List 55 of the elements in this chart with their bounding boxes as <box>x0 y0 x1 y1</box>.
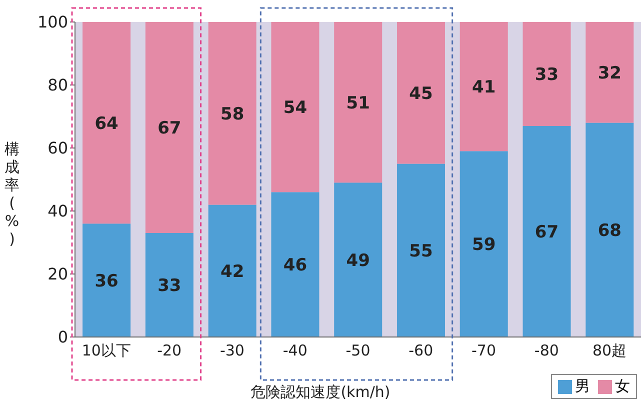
bar <box>522 22 571 126</box>
x-tick-label: 80超 <box>592 342 627 360</box>
data-label: 33 <box>534 65 559 86</box>
data-label: 45 <box>409 84 433 104</box>
bar <box>522 126 571 337</box>
data-label: 58 <box>220 104 244 124</box>
y-tick-label: 0 <box>58 328 68 347</box>
bar <box>586 22 634 123</box>
data-label: 64 <box>94 114 119 134</box>
x-tick-label: -50 <box>346 342 370 360</box>
x-tick-label: -40 <box>282 342 308 360</box>
legend-label: 男 <box>574 377 590 396</box>
bar <box>396 164 445 337</box>
x-tick-label: 10以下 <box>82 342 131 360</box>
legend-label: 女 <box>614 377 630 396</box>
bar <box>82 22 131 224</box>
data-label: 68 <box>598 220 622 241</box>
bar <box>271 192 320 337</box>
data-label: 67 <box>534 222 559 243</box>
y-tick-label: 100 <box>37 12 68 32</box>
bar <box>460 22 508 152</box>
data-label: 33 <box>158 276 182 296</box>
bar <box>208 204 256 337</box>
data-label: 54 <box>283 98 308 118</box>
data-label: 36 <box>94 271 118 292</box>
y-tick-label: 80 <box>48 76 68 95</box>
x-tick-label: -30 <box>220 342 244 360</box>
data-label: 55 <box>409 241 433 262</box>
x-tick-label: -60 <box>408 342 434 360</box>
x-axis-title: 危険認知速度(km/h) <box>250 383 390 401</box>
bar <box>145 233 194 337</box>
x-tick-label: -70 <box>472 342 496 360</box>
data-label: 46 <box>283 256 308 276</box>
y-tick-label: 40 <box>48 202 68 221</box>
x-tick-label: -20 <box>157 342 182 360</box>
x-tick-label: -80 <box>534 342 559 360</box>
y-tick-label: 60 <box>48 138 68 158</box>
y-tick-label: 20 <box>48 264 68 284</box>
data-label: 51 <box>346 93 370 114</box>
data-label: 42 <box>220 262 244 282</box>
data-label: 41 <box>472 78 496 98</box>
bar <box>82 224 131 337</box>
bar <box>396 22 445 164</box>
bar <box>586 122 634 337</box>
data-label: 32 <box>598 63 622 84</box>
data-label: 59 <box>472 235 496 256</box>
data-label: 67 <box>158 118 182 139</box>
bar <box>334 182 382 337</box>
data-label: 49 <box>346 250 370 271</box>
bar <box>208 22 256 205</box>
y-axis-title: 構成率(%) <box>4 140 20 248</box>
bar <box>271 22 320 192</box>
bar <box>460 151 508 337</box>
bar <box>145 22 194 234</box>
bar <box>334 22 382 183</box>
